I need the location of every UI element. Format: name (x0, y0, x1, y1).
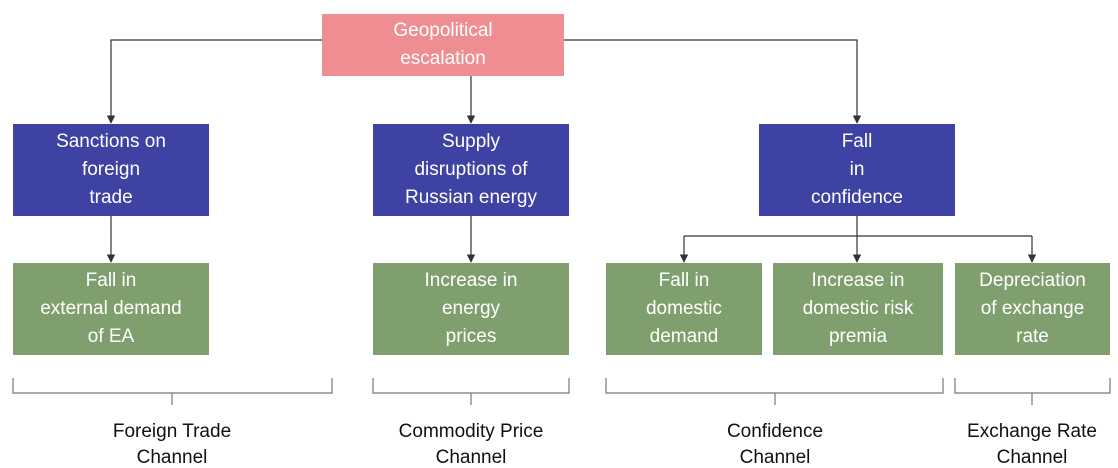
text-line: energy (442, 298, 501, 319)
text-line: prices (446, 326, 497, 347)
text-line: Russian energy (405, 187, 538, 208)
text-line: premia (829, 326, 888, 347)
bracket (12, 378, 333, 405)
text-line: Confidence (727, 421, 823, 442)
text-line: domestic risk (803, 298, 914, 319)
text-line: escalation (400, 48, 486, 69)
text-line: of EA (88, 326, 135, 347)
text-line: disruptions of (414, 159, 528, 180)
text-line: trade (89, 187, 132, 208)
connectors (106, 39, 1037, 263)
text-line: Channel (740, 447, 811, 468)
cause-box (373, 124, 569, 216)
text-line: Fall (842, 131, 873, 152)
root-box (322, 14, 564, 76)
text-line: of exchange (981, 298, 1085, 319)
effect-box (773, 263, 943, 355)
brackets (12, 378, 1111, 405)
text-line: Channel (137, 447, 208, 468)
text-line: Channel (997, 447, 1068, 468)
effect-box (955, 263, 1110, 355)
connector (564, 39, 862, 124)
text-line: foreign (82, 159, 140, 180)
bracket (954, 378, 1111, 405)
bracket (372, 378, 570, 405)
text-line: in (850, 159, 865, 180)
text-line: Geopolitical (393, 20, 492, 41)
text-line: Channel (436, 447, 507, 468)
text-line: Foreign Trade (113, 421, 231, 442)
effect-box (373, 263, 569, 355)
connector (684, 216, 1032, 237)
cause-box (13, 124, 209, 216)
text-line: Increase in (425, 270, 518, 291)
text-line: Depreciation (979, 270, 1086, 291)
text-line: Supply (442, 131, 501, 152)
text-line: external demand (40, 298, 182, 319)
text-line: Fall in (659, 270, 710, 291)
text-line: rate (1016, 326, 1049, 347)
effect-box (606, 263, 762, 355)
text-line: confidence (811, 187, 903, 208)
text-line: Increase in (812, 270, 905, 291)
text-line: domestic (646, 298, 722, 319)
text-line: demand (650, 326, 719, 347)
cause-box (759, 124, 955, 216)
effect-box (13, 263, 209, 355)
text-line: Commodity Price (399, 421, 544, 442)
connector (106, 39, 322, 124)
text-line: Exchange Rate (967, 421, 1097, 442)
bracket (605, 378, 944, 405)
text-line: Fall in (86, 270, 137, 291)
text-line: Sanctions on (56, 131, 166, 152)
